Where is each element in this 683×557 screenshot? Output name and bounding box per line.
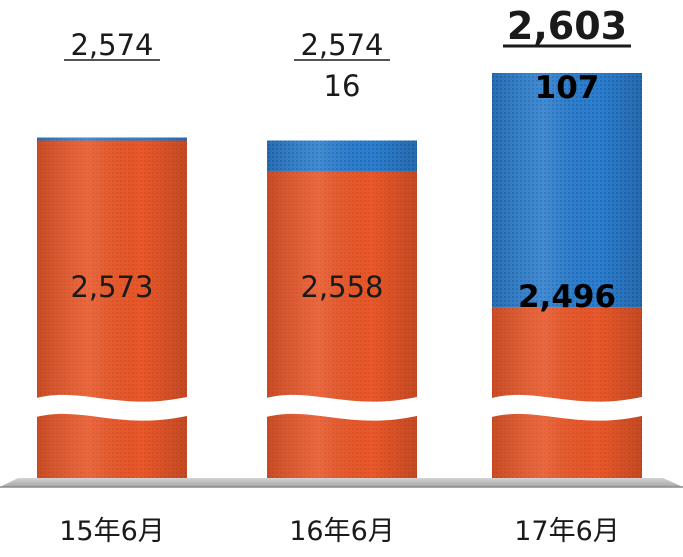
bar-group-1 (33, 137, 191, 479)
base-segment-label: 2,558 (300, 270, 383, 304)
base-segment-label: 2,573 (70, 270, 153, 304)
bar-base-shading (492, 307, 642, 478)
category-label: 16年6月 (289, 516, 395, 547)
bar-top-shading (267, 140, 417, 172)
axis-break (488, 394, 646, 421)
top-segment-label: 107 (535, 70, 600, 106)
bar-group-3 (488, 73, 646, 478)
bar-base-shading (37, 140, 187, 479)
top-segment-label: 16 (324, 69, 361, 103)
total-label: 2,603 (507, 4, 627, 48)
base-segment-label: 2,496 (518, 279, 616, 315)
bar-group-2 (263, 140, 421, 478)
bar-base-shading (267, 171, 417, 478)
axis-break (33, 394, 191, 421)
bar-top-shading (492, 73, 642, 308)
axis-break (263, 394, 421, 421)
total-label: 2,574 (300, 28, 383, 62)
category-label: 17年6月 (514, 516, 620, 547)
total-label: 2,574 (70, 28, 153, 62)
category-label: 15年6月 (59, 516, 165, 547)
chart-floor (0, 478, 683, 487)
bar-top-shading (37, 137, 187, 141)
